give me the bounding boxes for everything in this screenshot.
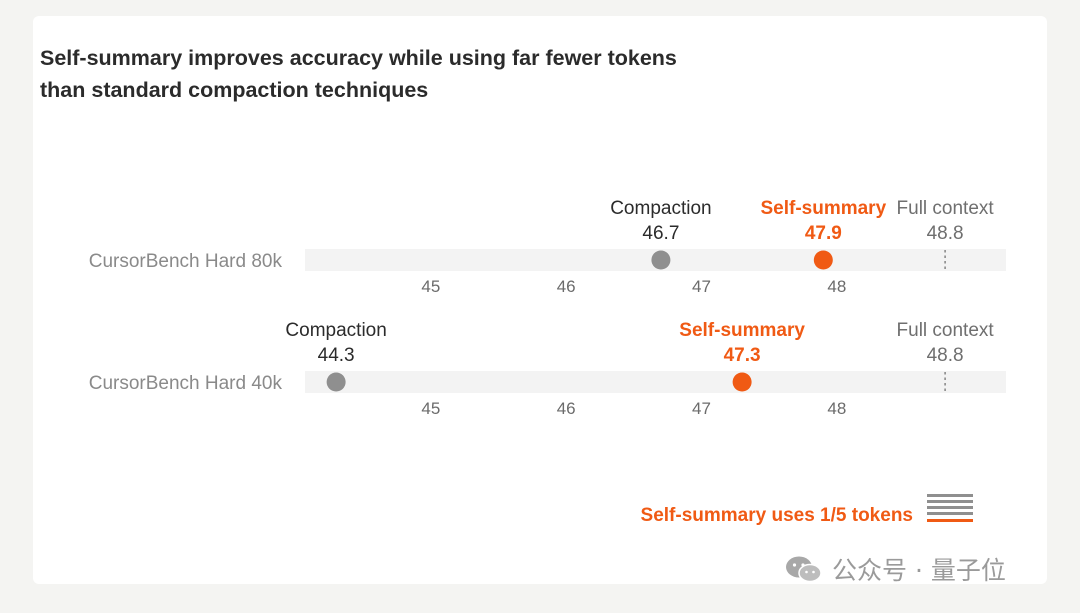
row-label-2: CursorBench Hard 40k <box>89 373 283 394</box>
x-tick-label-2-45: 45 <box>421 399 440 418</box>
x-tick-label-2-48: 48 <box>827 399 846 418</box>
value-label-compaction-1: 46.7 <box>642 223 679 244</box>
value-label-full-context-2: 48.8 <box>927 345 964 366</box>
x-tick-label-2-47: 47 <box>692 399 711 418</box>
point-self-summary-1 <box>813 250 833 270</box>
point-label-full-context-2: Full context <box>897 320 995 341</box>
watermark: 公众号 · 量子位 <box>784 552 1006 586</box>
value-label-full-context-1: 48.8 <box>927 223 964 244</box>
point-label-compaction-2: Compaction <box>285 320 386 341</box>
row-track-2 <box>305 371 1006 393</box>
point-label-self-summary-1: Self-summary <box>760 198 886 219</box>
value-label-compaction-2: 44.3 <box>318 345 355 366</box>
chart-card <box>33 16 1047 584</box>
row-label-1: CursorBench Hard 80k <box>89 251 283 272</box>
point-compaction-2 <box>326 372 346 392</box>
point-label-full-context-1: Full context <box>897 198 995 219</box>
chart-title-line-2: than standard compaction techniques <box>40 78 429 102</box>
point-label-compaction-1: Compaction <box>610 198 711 219</box>
wechat-logo-icon <box>786 556 822 583</box>
x-tick-label-1-47: 47 <box>692 277 711 296</box>
watermark-text: 公众号 · 量子位 <box>832 556 1006 585</box>
x-tick-label-2-46: 46 <box>557 399 576 418</box>
x-tick-label-1-45: 45 <box>421 277 440 296</box>
point-self-summary-2 <box>732 372 752 392</box>
point-label-self-summary-2: Self-summary <box>679 320 805 341</box>
point-compaction-1 <box>651 250 671 270</box>
value-label-self-summary-2: 47.3 <box>724 345 761 366</box>
stacked-lines-icon <box>927 494 973 524</box>
chart-title-line-1: Self-summary improves accuracy while usi… <box>40 46 677 70</box>
x-tick-label-1-48: 48 <box>827 277 846 296</box>
value-label-self-summary-1: 47.9 <box>805 223 842 244</box>
x-tick-label-1-46: 46 <box>557 277 576 296</box>
token-annotation: Self-summary uses 1/5 tokens <box>640 505 913 526</box>
chart-title: Self-summary improves accuracy while usi… <box>40 42 760 106</box>
